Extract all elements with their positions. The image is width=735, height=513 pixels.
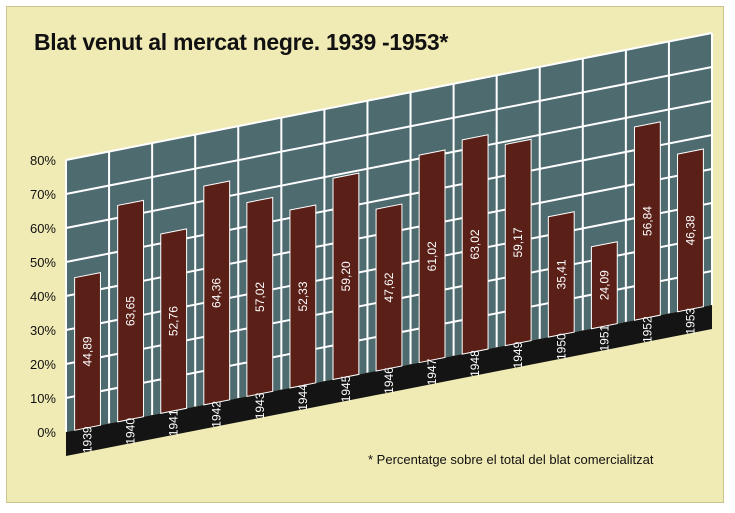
bar-1951 bbox=[590, 241, 618, 330]
bar-1948 bbox=[461, 134, 489, 355]
chart-floor-band bbox=[66, 305, 712, 456]
x-tick-label: 1939 bbox=[81, 426, 95, 453]
x-tick-label: 1947 bbox=[425, 358, 439, 385]
y-tick-label: 40% bbox=[30, 289, 56, 304]
bar-value-label: 63,02 bbox=[468, 229, 482, 259]
bar-1942 bbox=[203, 180, 231, 406]
bar-1949 bbox=[504, 138, 532, 347]
bar-value-label: 44,89 bbox=[81, 336, 95, 366]
bar-value-label: 63,65 bbox=[124, 296, 138, 326]
x-tick-label: 1949 bbox=[511, 341, 525, 368]
bar-1953 bbox=[677, 148, 704, 313]
footnote: * Percentatge sobre el total del blat co… bbox=[368, 452, 654, 467]
bar-value-label: 64,36 bbox=[210, 278, 224, 308]
bar-1944 bbox=[289, 204, 317, 389]
bar-value-label: 52,76 bbox=[167, 306, 181, 336]
gridline-horizontal bbox=[65, 66, 713, 195]
x-tick-label: 1953 bbox=[683, 308, 697, 335]
gridline-horizontal bbox=[65, 32, 713, 161]
x-tick-label: 1951 bbox=[597, 324, 611, 351]
bar-1940 bbox=[117, 199, 145, 423]
bar-value-label: 61,02 bbox=[425, 241, 439, 271]
bar-value-label: 59,20 bbox=[339, 261, 353, 291]
x-tick-label: 1943 bbox=[253, 392, 267, 419]
bar-value-label: 46,38 bbox=[683, 215, 697, 245]
bar-1950 bbox=[547, 211, 575, 338]
y-tick-label: 20% bbox=[30, 357, 56, 372]
bar-1939 bbox=[74, 271, 101, 431]
x-tick-label: 1942 bbox=[210, 401, 224, 428]
bars: 44,89 1939 63,65 1940 52,76 1941 64,36 1942 57,0… bbox=[74, 121, 704, 453]
bar-1946 bbox=[375, 203, 403, 372]
bar-1943 bbox=[246, 196, 274, 398]
bar-1941 bbox=[160, 228, 188, 414]
x-tick-label: 1944 bbox=[296, 384, 310, 411]
bar-value-label: 56,84 bbox=[640, 206, 654, 236]
x-tick-label: 1940 bbox=[124, 418, 138, 445]
y-tick-label: 10% bbox=[30, 391, 56, 406]
y-tick-label: 60% bbox=[30, 221, 56, 236]
bar-value-label: 57,02 bbox=[253, 282, 267, 312]
gridline-horizontal bbox=[65, 100, 713, 229]
bar-value-label: 47,62 bbox=[382, 272, 396, 302]
bar-1945 bbox=[332, 172, 360, 381]
chart-title: Blat venut al mercat negre. 1939 -1953* bbox=[34, 29, 449, 55]
x-tick-label: 1952 bbox=[640, 316, 654, 343]
chart-floor bbox=[66, 305, 712, 456]
y-tick-label: 0% bbox=[37, 425, 56, 440]
y-tick-label: 80% bbox=[30, 153, 56, 168]
bar-value-label: 59,17 bbox=[511, 227, 525, 257]
y-tick-label: 30% bbox=[30, 323, 56, 338]
x-tick-label: 1948 bbox=[468, 350, 482, 377]
bar-value-label: 24,09 bbox=[597, 270, 611, 300]
x-tick-label: 1945 bbox=[339, 375, 353, 402]
y-tick-label: 70% bbox=[30, 187, 56, 202]
x-tick-label: 1941 bbox=[167, 409, 181, 436]
bar-1952 bbox=[633, 121, 661, 321]
bar-value-label: 52,33 bbox=[296, 281, 310, 311]
bar-1947 bbox=[418, 149, 446, 364]
x-tick-label: 1946 bbox=[382, 367, 396, 394]
x-tick-label: 1950 bbox=[554, 333, 568, 360]
y-axis: 0% 10% 20% 30% 40% 50% 60% 70% 80% bbox=[30, 153, 56, 440]
y-tick-label: 50% bbox=[30, 255, 56, 270]
bar-value-label: 35,41 bbox=[554, 259, 568, 289]
